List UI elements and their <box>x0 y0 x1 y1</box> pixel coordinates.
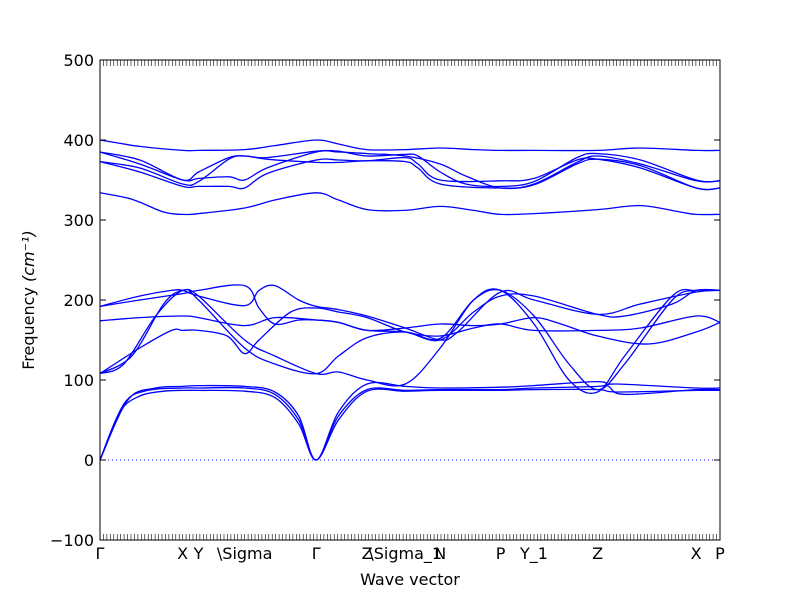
band-line-6 <box>99 307 721 375</box>
band-line-15 <box>99 139 721 152</box>
x-axis-ticks: Γ X Y \Sigma Γ Z\Sigma_1N P Y_1 Z X P <box>96 544 726 564</box>
y-tick-label: 0 <box>84 451 94 470</box>
x-tick-label: P <box>496 544 506 563</box>
y-tick-label: 200 <box>63 291 94 310</box>
y-tick-label: 400 <box>63 131 94 150</box>
y-tick-label: 300 <box>63 211 94 230</box>
band-line-3 <box>99 380 721 461</box>
band-line-10 <box>99 192 721 216</box>
band-line-5 <box>99 288 721 395</box>
y-tick-label: −100 <box>50 531 94 550</box>
x-tick-label: X <box>177 544 188 563</box>
y-axis-ticks: −100 0 100 200 300 400 500 <box>50 51 720 550</box>
y-axis-unit: (cm⁻¹) <box>19 230 38 282</box>
x-tick-label: Z <box>362 544 373 563</box>
x-tick-label: P <box>715 544 725 563</box>
band-line-12 <box>99 150 721 190</box>
x-tick-label: \Sigma <box>217 544 273 563</box>
y-tick-label: 100 <box>63 371 94 390</box>
y-axis-title: Frequency (cm⁻¹) <box>19 230 38 369</box>
x-tick-label: \Sigma_1 <box>368 544 442 564</box>
band-line-2 <box>99 383 721 461</box>
x-tick-label: Y <box>193 544 204 563</box>
x-tick-label: X <box>691 544 702 563</box>
band-line-4 <box>99 288 721 391</box>
x-tick-label: Y_1 <box>519 544 548 564</box>
x-tick-label: Γ <box>96 544 105 563</box>
plot-frame <box>99 59 721 541</box>
x-axis-title: Wave vector <box>360 570 460 589</box>
y-axis-title-text: Frequency <box>19 287 38 370</box>
band-line-9 <box>99 315 721 345</box>
band-line-14 <box>99 155 721 191</box>
bands-layer <box>99 139 721 461</box>
x-tick-label: Γ <box>312 544 321 563</box>
band-line-1 <box>99 388 721 461</box>
y-axis-title-group: Frequency (cm⁻¹) <box>19 230 38 369</box>
x-tick-label: N <box>434 544 446 563</box>
band-line-13 <box>99 149 721 188</box>
y-tick-label: 500 <box>63 51 94 70</box>
band-line-7 <box>99 284 721 341</box>
minor-ticks <box>99 60 721 540</box>
x-tick-label: Z <box>592 544 603 563</box>
